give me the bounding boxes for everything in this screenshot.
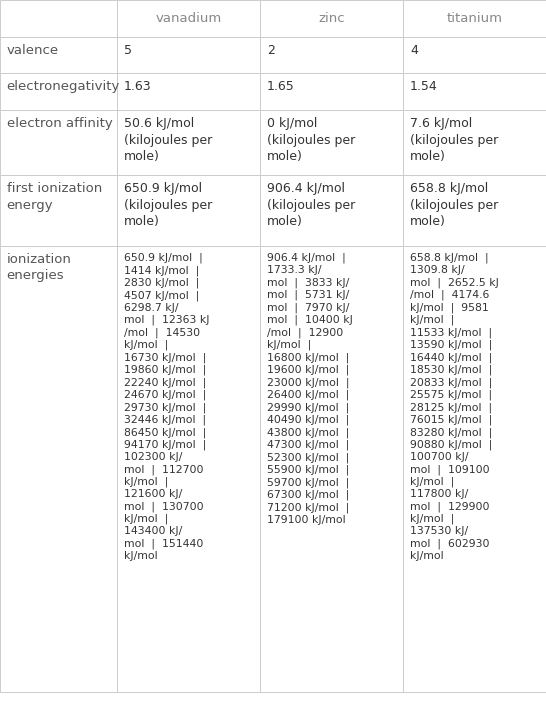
Bar (117, 110, 260, 175)
Bar (260, 110, 403, 175)
Bar (403, 0, 546, 37)
Bar (260, 0, 403, 37)
Text: electronegativity: electronegativity (7, 80, 120, 93)
Text: 0 kJ/mol
(kilojoules per
mole): 0 kJ/mol (kilojoules per mole) (267, 117, 355, 163)
Bar (403, 37, 546, 73)
Text: titanium: titanium (447, 12, 503, 25)
Bar (117, 0, 260, 37)
Bar (260, 73, 403, 110)
Text: electron affinity: electron affinity (7, 117, 112, 130)
Bar (0, 73, 117, 110)
Bar (260, 175, 403, 246)
Text: 1.54: 1.54 (410, 80, 438, 93)
Bar (0, 37, 117, 73)
Bar (0, 246, 117, 692)
Text: 50.6 kJ/mol
(kilojoules per
mole): 50.6 kJ/mol (kilojoules per mole) (124, 117, 212, 163)
Bar (260, 246, 403, 692)
Bar (0, 175, 117, 246)
Text: 658.8 kJ/mol
(kilojoules per
mole): 658.8 kJ/mol (kilojoules per mole) (410, 182, 498, 228)
Bar (117, 37, 260, 73)
Text: valence: valence (7, 44, 58, 56)
Bar (403, 110, 546, 175)
Text: 2: 2 (267, 44, 275, 56)
Text: 7.6 kJ/mol
(kilojoules per
mole): 7.6 kJ/mol (kilojoules per mole) (410, 117, 498, 163)
Bar (117, 175, 260, 246)
Text: 650.9 kJ/mol
(kilojoules per
mole): 650.9 kJ/mol (kilojoules per mole) (124, 182, 212, 228)
Text: 1.65: 1.65 (267, 80, 295, 93)
Bar (0, 110, 117, 175)
Bar (403, 175, 546, 246)
Text: zinc: zinc (319, 12, 345, 25)
Text: ionization
energies: ionization energies (7, 253, 72, 282)
Text: 4: 4 (410, 44, 418, 56)
Text: 650.9 kJ/mol  |
1414 kJ/mol  |
2830 kJ/mol  |
4507 kJ/mol  |
6298.7 kJ/
mol  |  : 650.9 kJ/mol | 1414 kJ/mol | 2830 kJ/mol… (124, 253, 210, 561)
Bar (260, 37, 403, 73)
Text: 5: 5 (124, 44, 132, 56)
Text: 1.63: 1.63 (124, 80, 152, 93)
Text: vanadium: vanadium (156, 12, 222, 25)
Bar (0, 0, 117, 37)
Text: 906.4 kJ/mol
(kilojoules per
mole): 906.4 kJ/mol (kilojoules per mole) (267, 182, 355, 228)
Bar (117, 73, 260, 110)
Text: 906.4 kJ/mol  |
1733.3 kJ/
mol  |  3833 kJ/
mol  |  5731 kJ/
mol  |  7970 kJ/
mo: 906.4 kJ/mol | 1733.3 kJ/ mol | 3833 kJ/… (267, 253, 353, 525)
Text: 658.8 kJ/mol  |
1309.8 kJ/
mol  |  2652.5 kJ
/mol  |  4174.6
kJ/mol  |  9581
kJ/: 658.8 kJ/mol | 1309.8 kJ/ mol | 2652.5 k… (410, 253, 499, 561)
Bar (403, 73, 546, 110)
Bar (117, 246, 260, 692)
Text: first ionization
energy: first ionization energy (7, 182, 102, 212)
Bar (403, 246, 546, 692)
